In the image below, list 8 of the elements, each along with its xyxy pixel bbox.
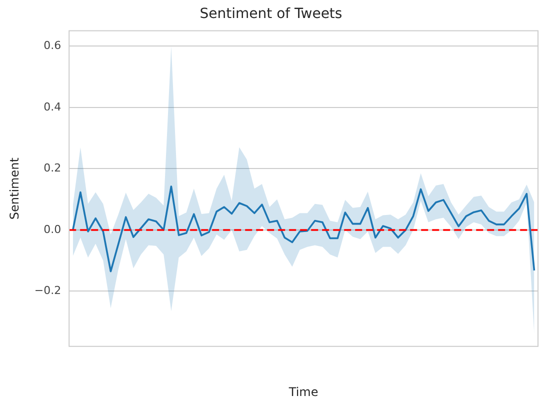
x-axis-title: Time [288,384,318,399]
y-tick-label: 0.2 [44,162,62,175]
y-tick-label: 0.6 [44,38,62,52]
y-tick-label: −0.2 [34,284,62,298]
y-tick-label: 0.4 [44,100,62,114]
y-axis-title: Sentiment [7,157,22,220]
y-tick-label: 0.0 [44,222,62,236]
chart-title: Sentiment of Tweets [200,6,342,22]
